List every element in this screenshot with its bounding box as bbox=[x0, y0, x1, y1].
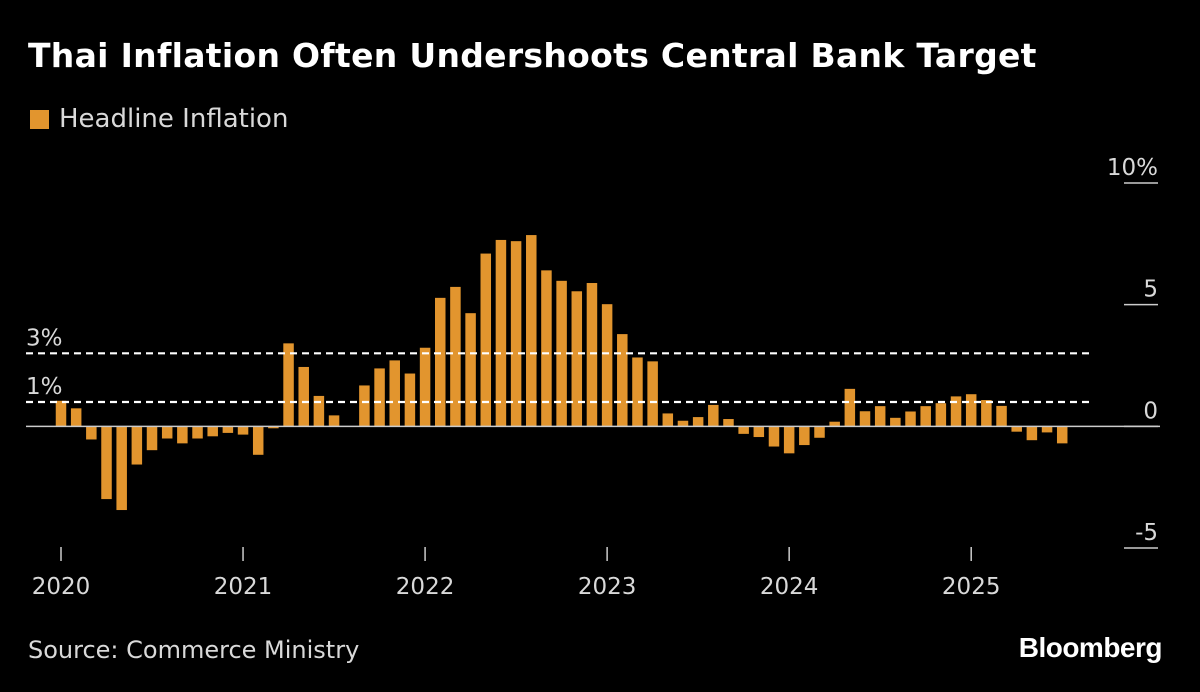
bar bbox=[419, 347, 431, 427]
source-note: Source: Commerce Ministry bbox=[28, 636, 360, 664]
bars-group bbox=[55, 235, 1068, 511]
bar bbox=[541, 270, 552, 427]
bar bbox=[844, 388, 856, 427]
bar bbox=[586, 283, 598, 427]
bar bbox=[723, 419, 734, 427]
reference-lines-group: 3% 1% bbox=[26, 325, 1092, 404]
bar bbox=[450, 286, 461, 427]
bar bbox=[662, 413, 674, 427]
bar bbox=[404, 373, 416, 427]
y-tick-label: -5 bbox=[1135, 520, 1158, 546]
bar bbox=[298, 366, 309, 427]
bar bbox=[556, 280, 567, 427]
bar bbox=[359, 385, 370, 427]
legend-label: Headline Inflation bbox=[59, 104, 289, 134]
chart-title: Thai Inflation Often Undershoots Central… bbox=[28, 36, 1037, 75]
bar bbox=[935, 403, 947, 427]
bar bbox=[768, 426, 780, 447]
bar bbox=[222, 426, 234, 433]
bar bbox=[55, 400, 67, 427]
bar bbox=[632, 357, 643, 427]
bar bbox=[313, 395, 325, 427]
bar bbox=[647, 361, 658, 427]
bar bbox=[252, 426, 264, 455]
bar bbox=[161, 426, 173, 439]
bar bbox=[237, 426, 249, 435]
x-axis: 2020 2021 2022 2023 2024 2025 bbox=[32, 547, 1001, 600]
bar bbox=[283, 343, 294, 427]
bar bbox=[965, 394, 977, 427]
bar bbox=[1056, 426, 1068, 444]
bar bbox=[874, 406, 886, 427]
bar bbox=[692, 417, 704, 427]
bar bbox=[374, 368, 385, 427]
bar bbox=[829, 421, 840, 427]
bar bbox=[389, 360, 400, 427]
bar bbox=[1011, 426, 1022, 432]
bar bbox=[328, 415, 340, 427]
x-tick-label: 2021 bbox=[214, 574, 273, 600]
bar bbox=[783, 426, 795, 454]
bar bbox=[480, 253, 492, 427]
y-tick-label: 5 bbox=[1143, 277, 1158, 303]
bar bbox=[495, 239, 507, 427]
bar bbox=[1026, 426, 1038, 441]
bar bbox=[526, 235, 537, 427]
bar bbox=[70, 408, 82, 427]
x-tick-label: 2025 bbox=[942, 574, 1001, 600]
legend-swatch bbox=[30, 109, 49, 129]
bar bbox=[708, 404, 719, 427]
y-axis: 10% 5 0 -5 bbox=[26, 155, 1160, 549]
bar bbox=[192, 426, 203, 439]
bar bbox=[814, 426, 825, 438]
x-tick-label: 2024 bbox=[760, 574, 819, 600]
reference-line-label: 1% bbox=[26, 374, 63, 400]
y-tick-label: 10% bbox=[1107, 155, 1158, 181]
bar bbox=[510, 241, 522, 427]
y-tick-label: 0 bbox=[1143, 398, 1158, 424]
bar bbox=[86, 426, 97, 440]
bar bbox=[799, 426, 810, 446]
bar bbox=[950, 396, 962, 427]
legend: Headline Inflation bbox=[30, 104, 288, 134]
bar bbox=[905, 411, 916, 427]
bar bbox=[571, 291, 583, 427]
bloomberg-logo: Bloomberg bbox=[1018, 632, 1163, 663]
bar bbox=[207, 426, 218, 437]
reference-line-label: 3% bbox=[26, 325, 63, 351]
bar bbox=[617, 334, 628, 427]
bar bbox=[738, 426, 749, 434]
bar bbox=[1041, 426, 1053, 433]
bar bbox=[116, 426, 127, 511]
bar bbox=[996, 405, 1007, 427]
bar bbox=[465, 313, 476, 427]
bar bbox=[981, 400, 992, 427]
bar bbox=[268, 426, 279, 429]
bar bbox=[677, 420, 689, 427]
bar bbox=[753, 426, 765, 438]
bar bbox=[146, 426, 158, 451]
bar bbox=[101, 426, 112, 500]
bar bbox=[435, 297, 446, 427]
x-tick-label: 2023 bbox=[578, 574, 637, 600]
x-tick-label: 2020 bbox=[32, 574, 91, 600]
bar bbox=[920, 406, 931, 427]
x-tick-label: 2022 bbox=[396, 574, 455, 600]
bar bbox=[131, 426, 143, 465]
bar bbox=[859, 411, 871, 427]
bar bbox=[601, 304, 613, 427]
bar bbox=[177, 426, 188, 444]
bar bbox=[890, 417, 901, 427]
